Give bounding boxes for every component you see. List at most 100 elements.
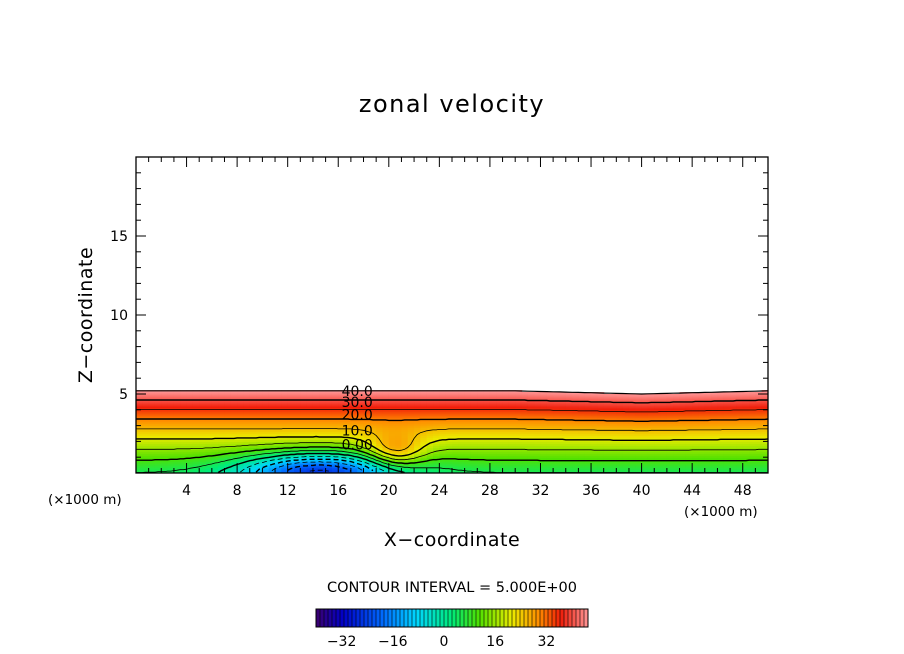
field-cell bbox=[717, 453, 725, 456]
field-cell bbox=[325, 431, 333, 435]
field-cell bbox=[591, 397, 598, 401]
field-cell bbox=[414, 395, 421, 399]
field-cell bbox=[698, 453, 706, 456]
field-cell bbox=[622, 465, 630, 468]
field-cell bbox=[730, 469, 737, 472]
field-cell bbox=[540, 451, 548, 454]
field-cell bbox=[666, 403, 674, 407]
field-cell bbox=[692, 394, 700, 397]
field-cell bbox=[553, 467, 561, 470]
field-cell bbox=[199, 469, 207, 472]
field-cell bbox=[679, 469, 687, 472]
field-cell bbox=[761, 463, 768, 466]
field-cell bbox=[749, 397, 756, 401]
field-cell bbox=[148, 401, 156, 405]
field-cell bbox=[616, 443, 624, 446]
field-cell bbox=[749, 409, 756, 413]
field-cell bbox=[445, 471, 453, 473]
field-cell bbox=[199, 413, 207, 417]
field-cell bbox=[698, 395, 706, 399]
field-cell bbox=[679, 401, 687, 405]
field-cell bbox=[540, 392, 548, 395]
field-cell bbox=[331, 403, 339, 407]
field-cell bbox=[761, 415, 768, 419]
field-cell bbox=[673, 421, 681, 425]
field-cell bbox=[401, 471, 409, 473]
field-cell bbox=[540, 421, 548, 425]
field-cell bbox=[527, 443, 535, 446]
field-cell bbox=[205, 445, 213, 448]
field-cell bbox=[167, 423, 175, 427]
field-cell bbox=[515, 411, 523, 415]
field-cell bbox=[376, 425, 384, 429]
field-cell bbox=[534, 457, 542, 460]
field-cell bbox=[464, 455, 472, 458]
field-cell bbox=[218, 455, 226, 458]
field-cell bbox=[736, 405, 744, 409]
field-cell bbox=[142, 419, 150, 423]
field-cell bbox=[565, 415, 573, 419]
field-cell bbox=[275, 403, 282, 407]
field-cell bbox=[142, 394, 150, 397]
field-cell bbox=[186, 443, 194, 446]
field-cell bbox=[426, 469, 434, 472]
field-cell bbox=[192, 405, 200, 409]
field-cell bbox=[388, 423, 396, 427]
field-cell bbox=[433, 445, 440, 448]
field-cell bbox=[527, 447, 535, 450]
field-cell bbox=[628, 407, 636, 411]
field-cell bbox=[407, 394, 415, 397]
field-cell bbox=[749, 431, 756, 435]
field-cell bbox=[414, 469, 421, 472]
field-cell bbox=[167, 431, 175, 435]
field-cell bbox=[584, 415, 592, 419]
field-cell bbox=[287, 461, 295, 464]
field-cell bbox=[603, 395, 611, 399]
field-cell bbox=[180, 423, 188, 427]
colorbar-swatch bbox=[384, 609, 389, 627]
field-cell bbox=[698, 411, 706, 415]
field-cell bbox=[401, 439, 409, 442]
field-cell bbox=[717, 423, 725, 427]
contour-line bbox=[255, 458, 374, 473]
field-cell bbox=[173, 443, 181, 446]
field-cell bbox=[433, 457, 440, 460]
field-cell bbox=[414, 455, 421, 458]
field-cell bbox=[420, 395, 428, 399]
field-cell bbox=[230, 397, 238, 401]
field-cell bbox=[243, 419, 251, 423]
field-cell bbox=[312, 461, 320, 464]
field-cell bbox=[477, 469, 485, 472]
field-cell bbox=[262, 459, 270, 462]
field-cell bbox=[376, 417, 384, 421]
field-cell bbox=[224, 461, 232, 464]
field-cell bbox=[616, 429, 624, 433]
field-cell bbox=[275, 441, 282, 444]
field-cell bbox=[420, 431, 428, 435]
field-cell bbox=[755, 439, 763, 442]
field-cell bbox=[230, 409, 238, 413]
field-cell bbox=[287, 399, 295, 403]
contour-line bbox=[217, 452, 405, 473]
field-cell bbox=[445, 469, 453, 472]
field-cell bbox=[401, 467, 409, 470]
field-cell bbox=[717, 427, 725, 431]
field-cell bbox=[622, 467, 630, 470]
field-cell bbox=[723, 395, 731, 399]
field-cell bbox=[470, 465, 478, 468]
field-cell bbox=[559, 417, 567, 421]
field-cell bbox=[483, 392, 491, 395]
field-cell bbox=[426, 471, 434, 473]
field-cell bbox=[641, 423, 649, 427]
field-cell bbox=[502, 457, 510, 460]
field-cell bbox=[749, 443, 756, 446]
field-cell bbox=[610, 403, 617, 407]
field-cell bbox=[755, 415, 763, 419]
field-cell bbox=[622, 445, 630, 448]
field-cell bbox=[154, 433, 162, 437]
field-cell bbox=[502, 399, 510, 403]
field-cell bbox=[414, 399, 421, 403]
field-cell bbox=[256, 439, 263, 442]
field-cell bbox=[357, 461, 365, 464]
field-cell bbox=[742, 394, 750, 397]
